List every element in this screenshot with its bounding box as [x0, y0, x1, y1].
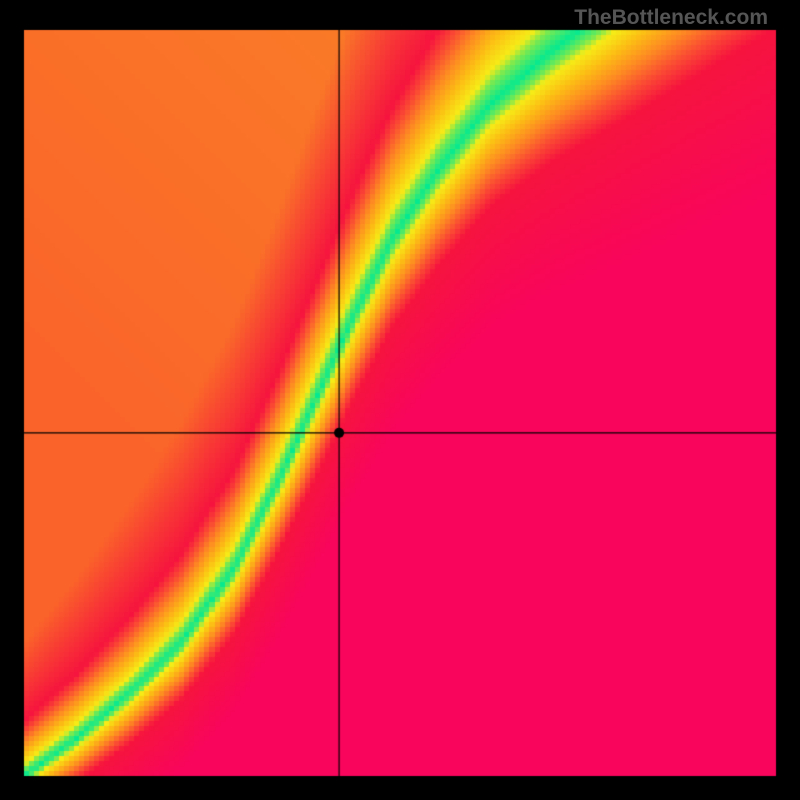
watermark-text: TheBottleneck.com — [574, 6, 768, 30]
bottleneck-heatmap — [0, 0, 800, 800]
chart-container: TheBottleneck.com — [0, 0, 800, 800]
